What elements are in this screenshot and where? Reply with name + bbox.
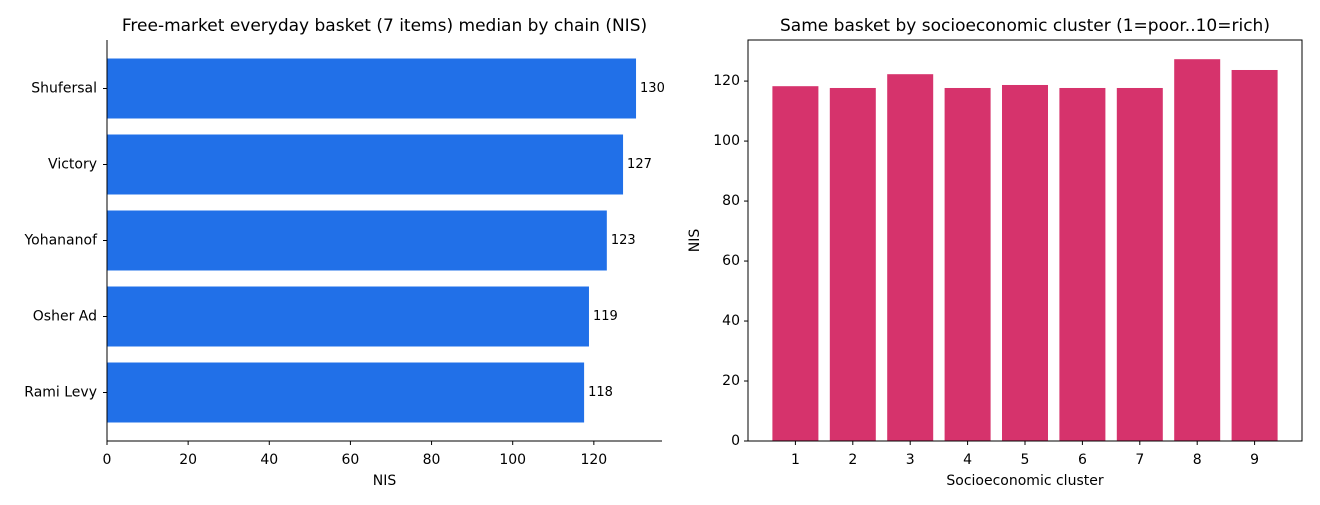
x-tick-label: 6: [1078, 452, 1087, 468]
x-tick-label: 0: [103, 452, 112, 468]
bar: [772, 86, 819, 442]
bar: [107, 58, 637, 119]
x-tick-label: 7: [1135, 452, 1144, 468]
y-tick-label: Osher Ad: [33, 309, 97, 325]
bar: [1002, 84, 1048, 442]
x-axis-label: NIS: [373, 473, 397, 489]
bar: [107, 362, 585, 423]
bar: [944, 87, 991, 441]
x-tick-label: 80: [423, 452, 441, 468]
value-label: 130: [640, 81, 665, 96]
y-tick-label: 20: [722, 373, 740, 389]
bar: [1174, 59, 1221, 441]
y-tick-label: Rami Levy: [24, 385, 97, 401]
bar: [107, 134, 624, 195]
y-tick-label: Yohananof: [23, 233, 98, 249]
chart-title: Same basket by socioeconomic cluster (1=…: [780, 16, 1270, 36]
y-tick-label: 40: [722, 313, 740, 329]
x-tick-label: 8: [1193, 452, 1202, 468]
x-tick-label: 20: [179, 452, 197, 468]
x-axis-label: Socioeconomic cluster: [946, 473, 1103, 489]
x-tick-label: 40: [260, 452, 278, 468]
y-tick-label: 60: [722, 253, 740, 269]
y-axis-label: NIS: [687, 229, 703, 253]
x-tick-label: 9: [1250, 452, 1259, 468]
x-tick-label: 4: [963, 452, 972, 468]
chart-title: Free-market everyday basket (7 items) me…: [122, 16, 647, 36]
value-label: 118: [588, 385, 613, 400]
x-tick-label: 2: [848, 452, 857, 468]
bar: [107, 286, 589, 347]
value-label: 119: [593, 309, 618, 324]
x-tick-label: 60: [342, 452, 360, 468]
bar: [1116, 87, 1163, 441]
x-tick-label: 5: [1021, 452, 1030, 468]
x-tick-label: 3: [906, 452, 915, 468]
bar: [829, 87, 876, 441]
x-tick-label: 120: [580, 452, 607, 468]
value-label: 123: [611, 233, 636, 248]
plot-frame: [747, 39, 1303, 442]
bar: [1231, 69, 1278, 441]
value-label: 127: [627, 157, 652, 172]
y-tick-label: 120: [713, 73, 740, 89]
y-tick-label: Shufersal: [31, 81, 97, 97]
y-tick-label: 80: [722, 193, 740, 209]
x-tick-label: 1: [791, 452, 800, 468]
bar: [887, 74, 934, 442]
x-tick-label: 100: [499, 452, 526, 468]
y-tick-label: 0: [731, 433, 740, 449]
y-tick-label: 100: [713, 133, 740, 149]
bar: [107, 210, 607, 271]
bar: [1059, 87, 1106, 441]
y-tick-label: Victory: [48, 157, 97, 173]
